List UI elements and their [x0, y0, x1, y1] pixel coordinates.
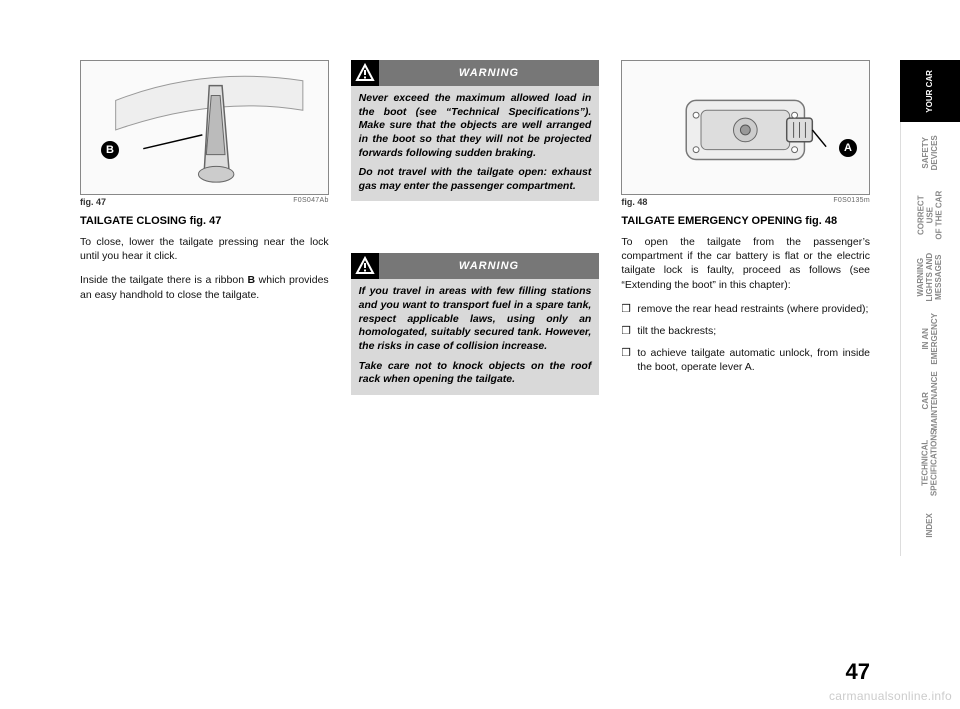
tab-maintenance[interactable]: CAR MAINTENANCE [900, 370, 960, 432]
tailgate-closing-p2-a: Inside the tailgate there is a ribbon [80, 274, 248, 286]
warning-2-header: WARNING [351, 253, 600, 279]
warning-2-body: If you travel in areas with few filling … [351, 279, 600, 394]
tab-tech-specs-label: TECHNICAL SPECIFICATIONS [922, 430, 940, 497]
tailgate-emergency-steps: remove the rear head restraints (where p… [621, 302, 870, 375]
figure-47-svg [81, 61, 328, 194]
tab-correct-use-label: CORRECT USE OF THE CAR [917, 189, 943, 240]
tailgate-closing-heading: TAILGATE CLOSING fig. 47 [80, 215, 329, 227]
figure-47-caption-row: fig. 47 F0S047Ab [80, 197, 329, 207]
tailgate-closing-p2: Inside the tailgate there is a ribbon B … [80, 273, 329, 301]
spacer [351, 213, 600, 253]
content-columns: B fig. 47 F0S047Ab TAILGATE CLOSING fig.… [80, 60, 870, 407]
warning-1-p2: Do not travel with the tailgate open: ex… [359, 166, 592, 193]
figure-48-code: F0S0135m [833, 197, 870, 207]
warning-1-header: WARNING [351, 60, 600, 86]
tab-index[interactable]: INDEX [900, 494, 960, 556]
figure-47-code: F0S047Ab [293, 197, 328, 207]
tab-emergency-label: IN AN EMERGENCY [922, 313, 940, 365]
warning-2-p2: Take care not to knock objects on the ro… [359, 360, 592, 387]
tab-maintenance-label: CAR MAINTENANCE [922, 371, 940, 430]
figure-48-callout-a: A [839, 139, 857, 157]
warning-2-p1: If you travel in areas with few filling … [359, 285, 592, 353]
tab-emergency[interactable]: IN AN EMERGENCY [900, 308, 960, 370]
figure-47-callout-b: B [101, 141, 119, 159]
warning-1-label: WARNING [379, 60, 600, 86]
step-3-c: . [752, 361, 755, 373]
step-3-b: A [745, 361, 752, 373]
step-2: tilt the backrests; [621, 324, 870, 338]
tailgate-closing-p1: To close, lower the tailgate pressing ne… [80, 235, 329, 263]
tailgate-emergency-p1: To open the tailgate from the passenger’… [621, 235, 870, 292]
figure-48-illustration: A [621, 60, 870, 195]
warning-1-body: Never exceed the maximum allowed load in… [351, 86, 600, 201]
tab-tech-specs[interactable]: TECHNICAL SPECIFICATIONS [900, 432, 960, 494]
figure-48-svg [622, 61, 869, 194]
step-1: remove the rear head restraints (where p… [621, 302, 870, 316]
tab-warning-lights[interactable]: WARNING LIGHTS AND MESSAGES [900, 246, 960, 308]
watermark: carmanualsonline.info [829, 689, 952, 703]
column-right: A fig. 48 F0S0135m TAILGATE EMERGENCY OP… [621, 60, 870, 407]
tailgate-closing-p2-b: B [248, 274, 256, 286]
step-3: to achieve tailgate automatic unlock, fr… [621, 346, 870, 374]
figure-48-caption-row: fig. 48 F0S0135m [621, 197, 870, 207]
column-middle: WARNING Never exceed the maximum allowed… [351, 60, 600, 407]
warning-triangle-icon [351, 253, 379, 279]
warning-1-p1: Never exceed the maximum allowed load in… [359, 92, 592, 160]
page: B fig. 47 F0S047Ab TAILGATE CLOSING fig.… [0, 0, 960, 709]
tab-your-car[interactable]: YOUR CAR [900, 60, 960, 122]
figure-47-illustration: B [80, 60, 329, 195]
warning-triangle-icon [351, 60, 379, 86]
tab-index-label: INDEX [926, 513, 935, 537]
tab-your-car-label: YOUR CAR [926, 70, 935, 113]
tab-correct-use[interactable]: CORRECT USE OF THE CAR [900, 184, 960, 246]
figure-48-caption: fig. 48 [621, 197, 647, 207]
side-tabs: YOUR CAR SAFETY DEVICES CORRECT USE OF T… [900, 60, 960, 556]
figure-47-caption: fig. 47 [80, 197, 106, 207]
warning-block-2: WARNING If you travel in areas with few … [351, 253, 600, 394]
tab-safety-devices-label: SAFETY DEVICES [922, 135, 940, 170]
column-left: B fig. 47 F0S047Ab TAILGATE CLOSING fig.… [80, 60, 329, 407]
warning-block-1: WARNING Never exceed the maximum allowed… [351, 60, 600, 201]
tab-warning-lights-label: WARNING LIGHTS AND MESSAGES [917, 253, 943, 302]
tailgate-emergency-heading: TAILGATE EMERGENCY OPENING fig. 48 [621, 215, 870, 227]
page-number: 47 [846, 659, 870, 685]
tab-safety-devices[interactable]: SAFETY DEVICES [900, 122, 960, 184]
warning-2-label: WARNING [379, 253, 600, 279]
